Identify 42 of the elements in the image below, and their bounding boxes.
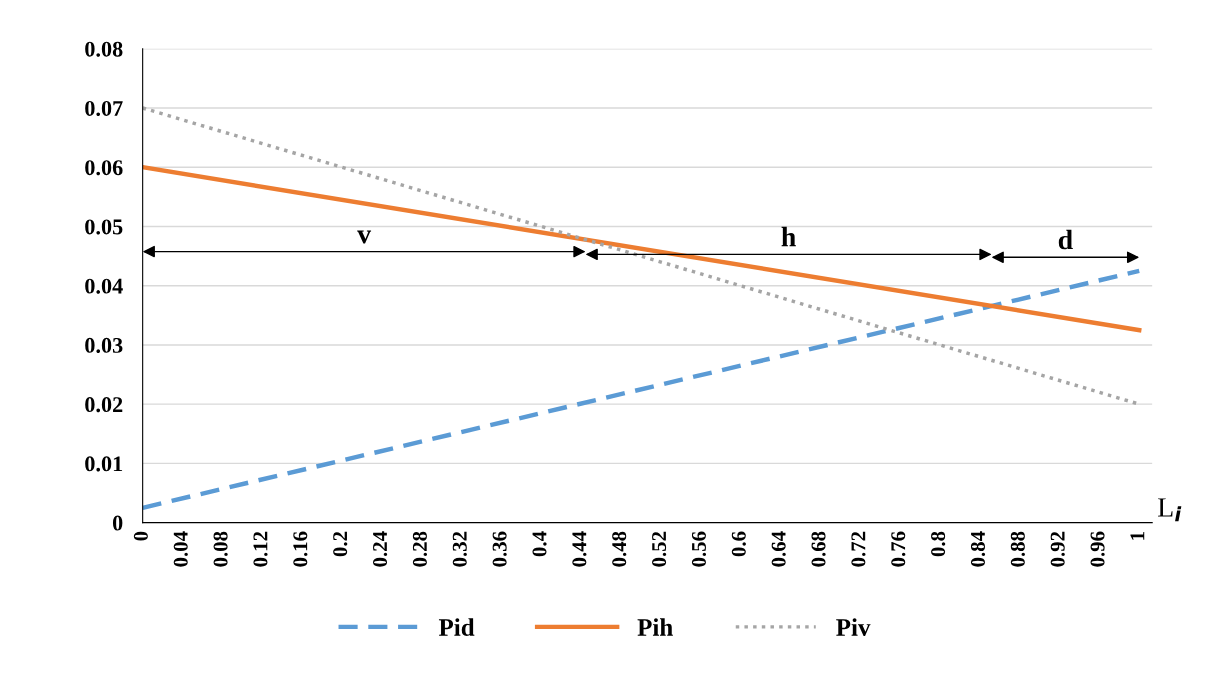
x-tick-label: 0.68 <box>811 531 826 567</box>
x-tick-label: 0.6 <box>731 531 746 557</box>
y-tick-label: 0.01 <box>85 456 123 472</box>
x-tick-label: 0.04 <box>173 531 188 567</box>
x-axis-title: L$_{i}$ <box>1158 498 1182 522</box>
annotation: h <box>781 226 796 247</box>
y-tick-label: 0.03 <box>85 337 123 353</box>
x-tick-label: 0.48 <box>612 531 627 567</box>
x-tick-label: 1 <box>1130 532 1145 540</box>
y-tick-label: 0.06 <box>85 160 123 176</box>
y-tick-label: 0.04 <box>85 278 123 294</box>
x-tick-label: 0.08 <box>213 531 228 567</box>
legend-label: Piv <box>836 618 871 636</box>
annotation: v <box>357 230 372 244</box>
legend-label: Pih <box>637 618 673 636</box>
x-tick-label: 0.96 <box>1090 531 1105 567</box>
x-tick-label: 0.2 <box>333 531 348 557</box>
x-tick-label: 0.88 <box>1010 531 1025 567</box>
x-tick-label: 0.16 <box>293 531 308 567</box>
y-tick-label: 0 <box>112 515 123 531</box>
x-tick-label: 0.32 <box>452 531 467 567</box>
x-tick-label: 0.52 <box>652 531 667 567</box>
legend-label: Pid <box>438 618 475 636</box>
y-tick-label: 0.07 <box>85 100 123 117</box>
x-tick-label: 0.24 <box>372 531 388 567</box>
x-tick-label: 0.8 <box>931 531 946 557</box>
x-tick-label: 0.92 <box>1050 531 1065 567</box>
x-tick-label: 0.44 <box>572 531 587 567</box>
x-tick-label: 0.28 <box>412 531 427 567</box>
x-tick-label: 0 <box>133 531 148 541</box>
x-tick-label: 0.4 <box>532 531 547 557</box>
x-tick-label: 0.72 <box>851 531 866 567</box>
x-tick-label: 0.12 <box>253 531 268 567</box>
x-tick-label: 0.64 <box>771 531 786 567</box>
x-tick-label: 0.76 <box>891 531 906 567</box>
y-tick-label: 0.05 <box>85 219 123 235</box>
y-tick-label: 0.08 <box>85 41 123 57</box>
x-tick-label: 0.56 <box>691 531 707 567</box>
y-tick-label: 0.02 <box>85 397 123 413</box>
x-tick-label: 0.84 <box>970 531 986 567</box>
x-tick-label: 0.36 <box>492 531 507 567</box>
annotation: d <box>1058 229 1073 250</box>
